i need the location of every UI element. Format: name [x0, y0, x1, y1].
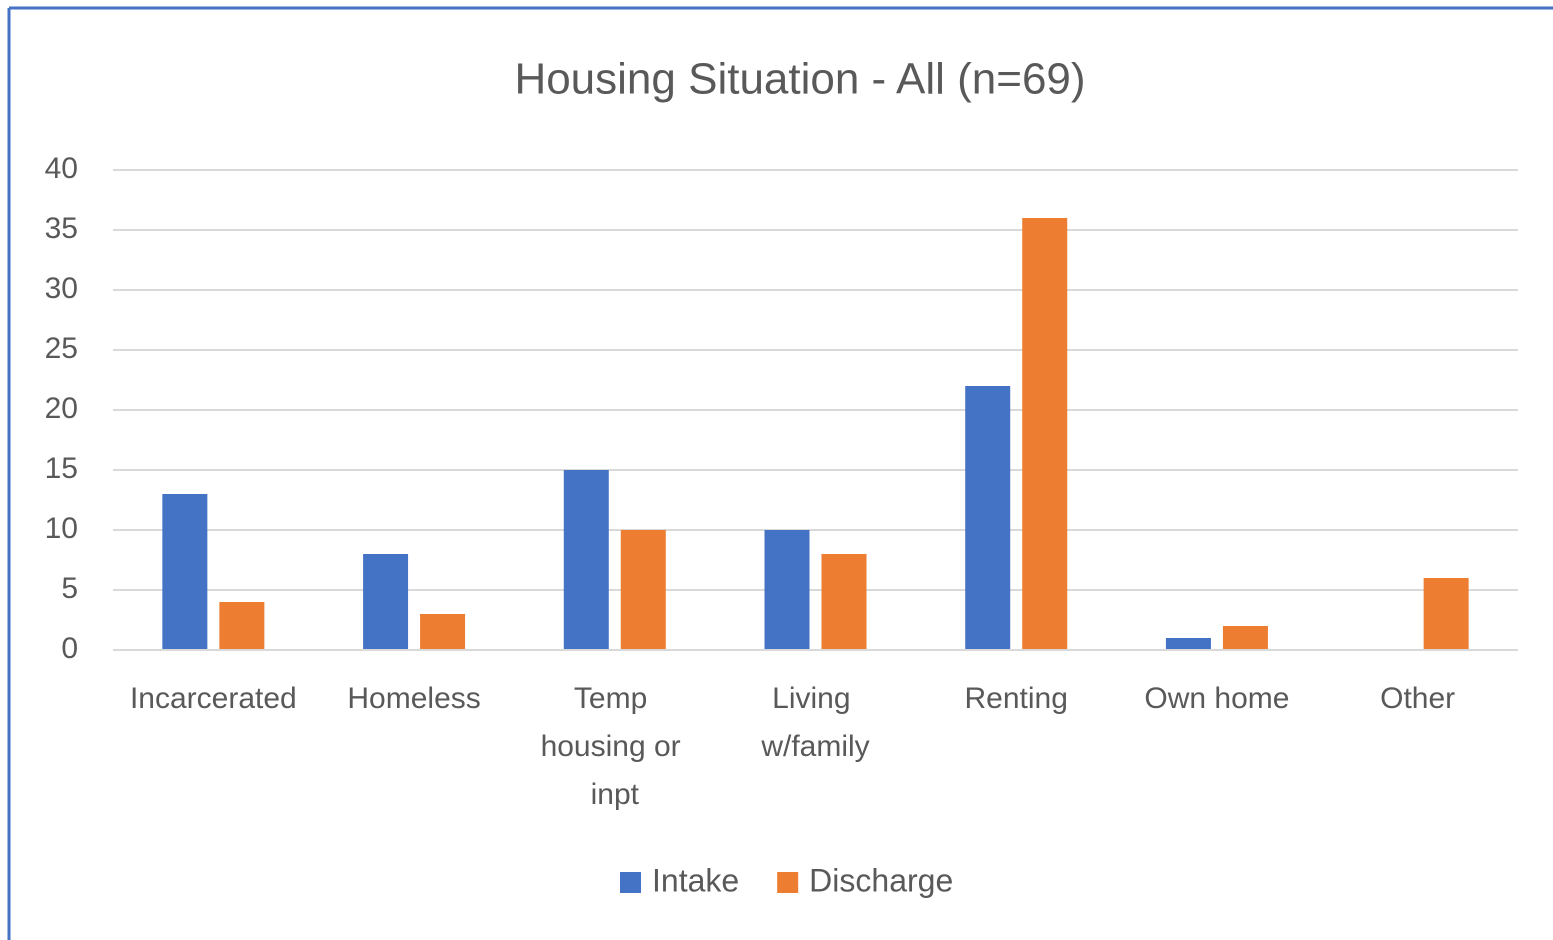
bar	[821, 554, 867, 650]
y-tick-label: 25	[45, 332, 78, 365]
bar	[965, 386, 1011, 650]
bar	[162, 494, 208, 650]
bar	[764, 530, 810, 650]
chart-title: Housing Situation - All (n=69)	[514, 55, 1085, 104]
x-tick-label: Living w/family	[760, 682, 869, 763]
legend-swatch	[777, 872, 799, 893]
legend-label: Intake	[652, 862, 739, 898]
y-tick-label: 40	[45, 152, 78, 185]
x-tick-label: Incarcerated	[130, 682, 297, 715]
y-tick-label: 10	[45, 512, 78, 545]
bar	[219, 602, 265, 650]
y-tick-label: 30	[45, 272, 78, 305]
bar	[1423, 578, 1469, 650]
legend-label: Discharge	[809, 862, 953, 898]
legend-swatch	[620, 872, 641, 893]
y-tick-label: 5	[61, 572, 78, 605]
bar	[1222, 626, 1268, 650]
y-tick-label: 15	[45, 452, 78, 485]
bar	[563, 470, 609, 650]
x-tick-label: Homeless	[347, 682, 480, 715]
bar	[1022, 218, 1068, 650]
x-tick-label: Temp housing or inpt	[541, 682, 689, 811]
x-tick-label: Other	[1380, 682, 1455, 715]
y-tick-label: 20	[45, 392, 78, 425]
y-tick-label: 35	[45, 212, 78, 245]
y-tick-label: 0	[61, 632, 78, 665]
x-tick-label: Own home	[1144, 682, 1289, 715]
bar	[363, 554, 409, 650]
bar	[620, 530, 666, 650]
x-tick-label: Renting	[965, 682, 1068, 715]
bar	[1165, 638, 1211, 650]
bar	[420, 614, 466, 650]
